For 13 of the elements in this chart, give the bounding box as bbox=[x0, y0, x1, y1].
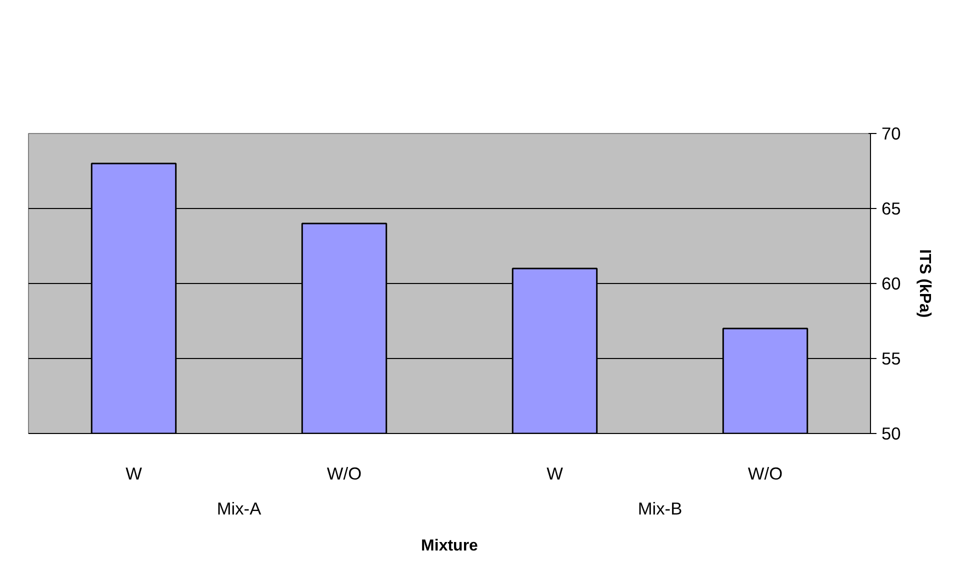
x-tick-label: W/O bbox=[326, 464, 362, 484]
y-tick-label: 50 bbox=[882, 424, 901, 444]
x-tick-label: W bbox=[126, 464, 143, 484]
x-tick-label: W bbox=[546, 464, 564, 484]
text: Mix-B bbox=[638, 498, 682, 518]
y-axis-title: ITS (kPa) bbox=[916, 249, 933, 318]
y-tick-label: 60 bbox=[882, 274, 901, 294]
y-tick-label: 55 bbox=[882, 348, 901, 368]
y-tick-label: 65 bbox=[882, 198, 901, 218]
text: Mix-A bbox=[216, 498, 262, 518]
x-tick-label: W/O bbox=[748, 464, 783, 484]
y-tick-label: 70 bbox=[882, 124, 901, 144]
x-axis-title: Mixture bbox=[421, 538, 478, 554]
